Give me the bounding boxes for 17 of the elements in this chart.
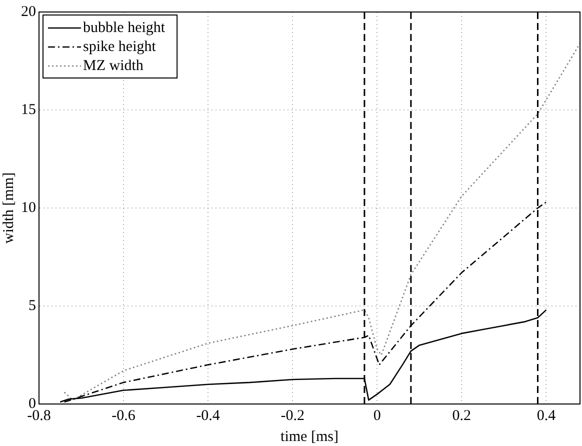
x-tick-label: -0.2 [280,408,304,424]
x-tick-label: -0.4 [196,408,220,424]
y-tick-label: 20 [21,4,36,20]
legend-label: MZ width [83,58,144,74]
x-tick-label: -0.6 [112,408,136,424]
x-tick-label: -0.8 [27,408,51,424]
legend-label: spike height [83,38,157,55]
x-axis-title: time [ms] [280,428,338,445]
legend-label: bubble height [83,20,166,36]
line-series [64,42,580,401]
y-axis-title: width [mm] [0,172,17,244]
x-tick-label: 0 [373,408,381,424]
y-tick-label: 10 [21,200,36,216]
y-tick-label: 5 [28,298,36,314]
x-tick-label: 0.2 [452,408,472,424]
y-tick-label: 15 [21,102,36,118]
x-tick-label: 0.4 [536,408,556,424]
